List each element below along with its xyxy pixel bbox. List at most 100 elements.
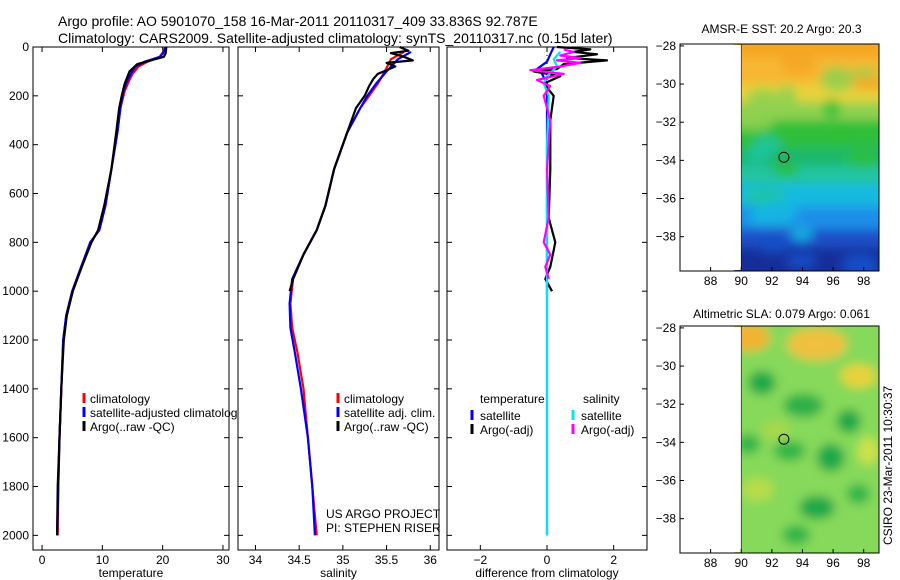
salinity-xtick-label: 35.5 (375, 553, 399, 567)
sla_map-xtick-label: 90 (735, 556, 749, 570)
sst_map-xtick-label: 90 (735, 274, 749, 288)
depth-tick-label: 800 (9, 235, 29, 249)
sst-eddy (734, 116, 774, 131)
sst-eddy (790, 227, 814, 242)
salinity-axes-box (237, 46, 440, 551)
depth-tick-label: 1400 (2, 382, 29, 396)
sla-eddy (816, 443, 845, 472)
difference-series-salinity-argo-adj- (529, 48, 582, 280)
sst-eddy (772, 162, 799, 177)
side-label: CSIRO 23-Mar-2011 10:30:37 (881, 385, 895, 545)
salinity-xtick-label: 36 (424, 553, 438, 567)
sst_map-no-data (681, 45, 742, 270)
sst_map-ytick-label: −30 (656, 77, 677, 91)
depth-tick-label: 1800 (2, 480, 29, 494)
sla_map-ytick-label: −28 (656, 321, 677, 335)
sst_map-ytick-label: −32 (656, 115, 677, 129)
sla-eddy (773, 440, 806, 461)
salinity-xtick-label: 34 (249, 553, 263, 567)
sst_map-xtick-label: 88 (704, 274, 718, 288)
sst_map-ytick-label: −36 (656, 192, 677, 206)
temperature-xtick-label: 30 (216, 553, 230, 567)
difference-legend-label: Argo(-adj) (480, 423, 533, 437)
sla_map-field (734, 326, 879, 553)
sst_map-ytick-label: −34 (656, 153, 677, 167)
credit-line-1: US ARGO PROJECT (326, 507, 441, 521)
temperature-legend-label: climatology (90, 392, 150, 406)
sla_map-no-data (681, 327, 742, 552)
sst_map-xtick-label: 92 (765, 274, 779, 288)
sla_map-ytick-label: −38 (656, 512, 677, 526)
difference-xlabel: difference from climatology (475, 566, 618, 580)
salinity-legend-label: satellite adj. clim. (344, 406, 435, 420)
sla_map-ytick-label: −34 (656, 435, 677, 449)
temperature-legend-label: Argo(..raw -QC) (90, 420, 175, 434)
sst-eddy (747, 87, 779, 107)
sst_map: AMSR-E SST: 20.2 Argo: 20.3 88 90 92 94 96 98 −… (656, 22, 880, 288)
salinity-legend-label: climatology (344, 392, 404, 406)
legend-column-title: temperature (480, 392, 545, 406)
depth-tick-label: 200 (9, 89, 29, 103)
depth-tick-label: 1600 (2, 431, 29, 445)
sst_map-float-marker (778, 151, 790, 163)
depth-tick-label: 1200 (2, 333, 29, 347)
difference-xtick-label: 0 (544, 553, 551, 567)
temperature-legend-label: satellite-adjusted climatology (90, 406, 243, 420)
temperature-series-argo-raw-qc- (56, 46, 168, 536)
sst_map-ytick-label: −28 (656, 39, 677, 53)
difference-series-salinity-satellite (542, 51, 562, 536)
sla_map-field-blur (734, 326, 879, 553)
sst_map-xtick-label: 94 (796, 274, 810, 288)
header-line-1: Argo profile: AO 5901070_158 16-Mar-2011… (58, 13, 538, 29)
sla_map-float-marker (778, 433, 790, 445)
sla-eddy (836, 409, 861, 434)
sst_map-border (679, 43, 880, 272)
difference-series-temperature-argo-adj- (532, 45, 609, 292)
sla-eddy (857, 436, 878, 465)
sla-eddy (736, 434, 761, 455)
difference-xtick-label: −2 (473, 553, 487, 567)
sla_map-ytick-label: −30 (656, 359, 677, 373)
sla-eddy (846, 483, 871, 504)
salinity-xlabel: salinity (320, 566, 357, 580)
header-line-2: Climatology: CARS2009. Satellite-adjuste… (58, 30, 613, 46)
sla_map-border (679, 325, 880, 554)
sla-eddy (747, 370, 776, 395)
difference-legend-label: satellite (480, 409, 521, 423)
sst_map-field-blur (734, 44, 879, 271)
panel-temperature: 0 10 20 30 temperature 0 200 400 600 800 1000 1200 1… (2, 40, 243, 580)
sla_map: Altimetric SLA: 0.079 Argo: 0.061 88 90 92 9… (656, 307, 880, 570)
sla-eddy (783, 393, 824, 418)
depth-tick-label: 600 (9, 187, 29, 201)
sla_map-xtick-label: 98 (857, 556, 871, 570)
difference-xtick-label: 2 (610, 553, 617, 567)
sst-eddy (820, 66, 855, 92)
difference-legend-label: Argo(-adj) (581, 423, 634, 437)
sst_map-ytick-label: −38 (656, 230, 677, 244)
sla-eddy (761, 420, 790, 441)
sst-eddy (853, 67, 877, 78)
sla_map-xtick-label: 88 (704, 556, 718, 570)
sst-eddy (786, 251, 817, 270)
sst_map-xtick-label: 96 (826, 274, 840, 288)
sst-eddy (753, 134, 782, 155)
sst-eddy (776, 84, 797, 109)
sla-eddy (782, 524, 811, 545)
salinity-xtick-label: 35 (336, 553, 350, 567)
temperature-xtick-label: 10 (96, 553, 110, 567)
sst-eddy (831, 119, 855, 147)
depth-tick-label: 0 (22, 40, 29, 54)
panel-salinity: 34 34.5 35 35.5 36 salinity climatologysatelli… (237, 45, 440, 580)
sla_map-title: Altimetric SLA: 0.079 Argo: 0.061 (693, 307, 870, 321)
credit-line-2: PI: STEPHEN RISER (326, 521, 441, 535)
temperature-xlabel: temperature (99, 566, 164, 580)
sst-eddy (846, 150, 879, 168)
salinity-series-argo-raw-qc- (288, 45, 414, 292)
sla_map-xtick-label: 94 (796, 556, 810, 570)
sla_map-xtick-label: 92 (765, 556, 779, 570)
difference-legend-label: satellite (581, 409, 622, 423)
sla_map-ytick-label: −36 (656, 474, 677, 488)
salinity-xtick-label: 34.5 (287, 553, 311, 567)
